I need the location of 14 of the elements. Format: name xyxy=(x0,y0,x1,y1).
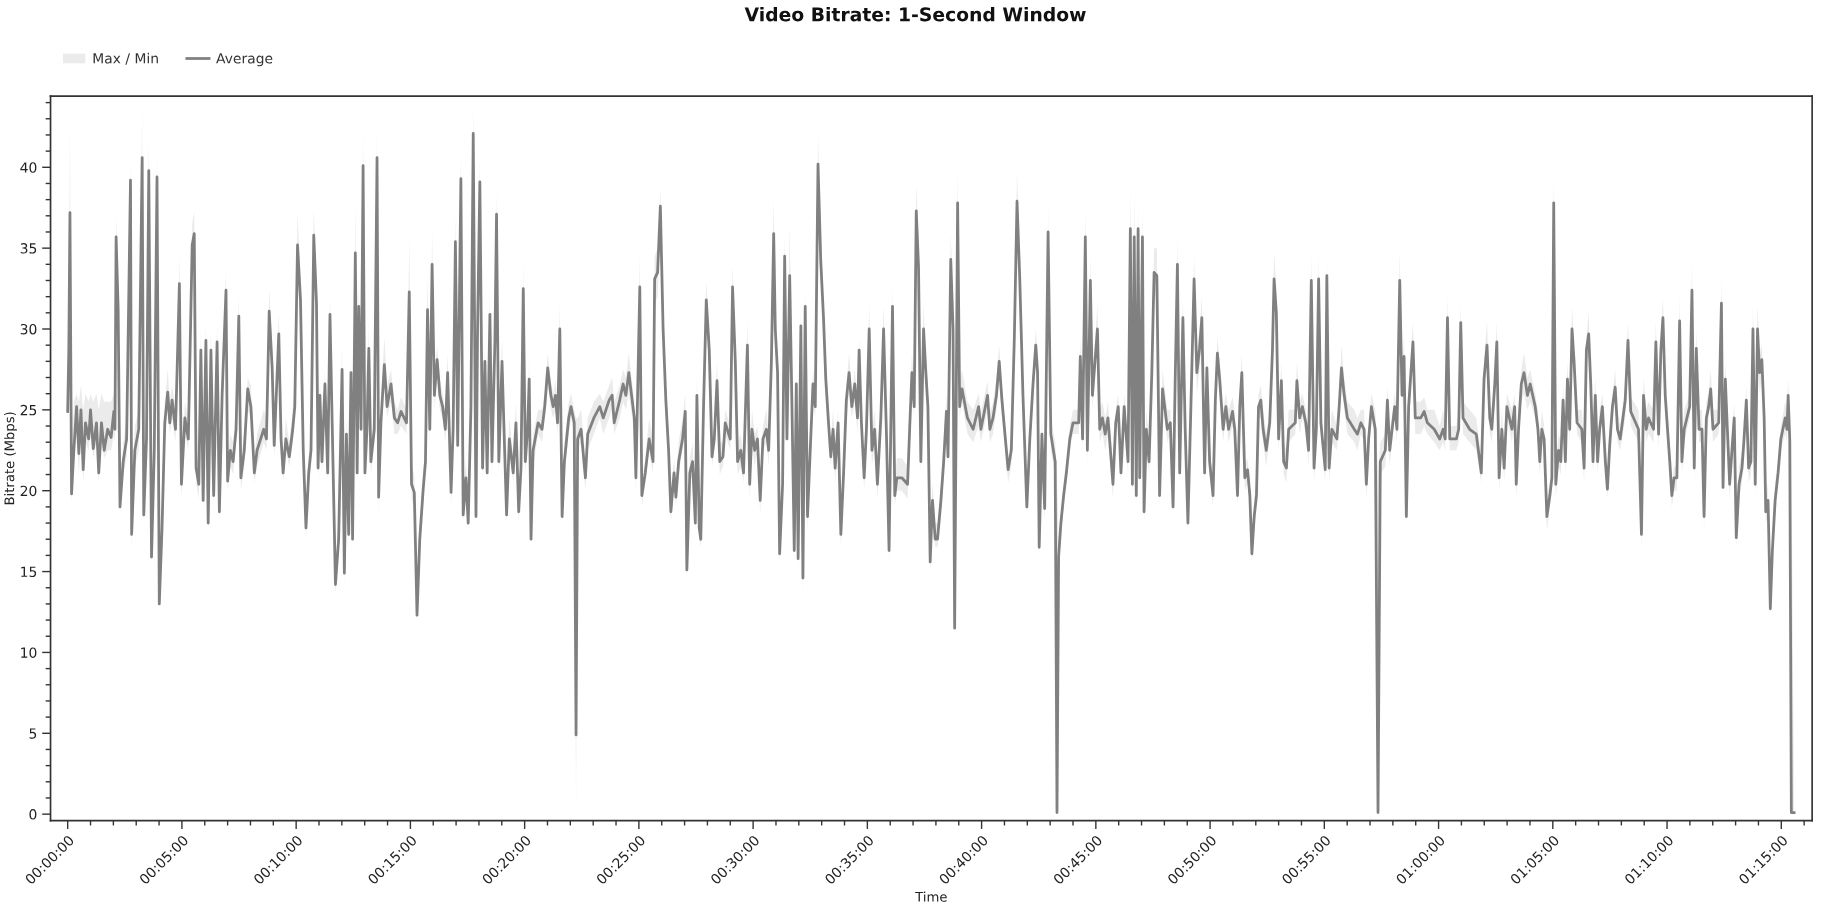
y-tick-label: 35 xyxy=(20,243,37,254)
y-tick-label: 30 xyxy=(20,323,37,335)
y-tick-label: 20 xyxy=(20,485,37,497)
chart-title: Video Bitrate: 1-Second Window xyxy=(744,6,1086,22)
y-tick-label: 5 xyxy=(29,728,37,739)
y-tick-label: 0 xyxy=(29,809,37,820)
y-tick-label: 15 xyxy=(21,566,37,578)
legend-label: Average xyxy=(216,53,273,67)
y-tick-label: 25 xyxy=(20,404,37,416)
x-axis-title: Time xyxy=(915,891,947,902)
text: Max / Min xyxy=(93,52,158,65)
y-axis-title: Bitrate (Mbps) xyxy=(4,412,17,505)
y-tick-label: 40 xyxy=(20,162,37,173)
y-tick-label: 10 xyxy=(21,647,37,658)
